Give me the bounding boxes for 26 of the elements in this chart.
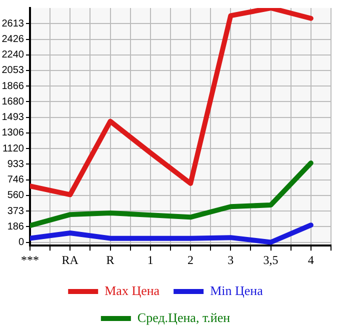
y-tick-label: 2613 (2, 18, 24, 30)
y-tick-label: 2426 (2, 34, 24, 46)
y-tick-label: 933 (7, 158, 24, 170)
x-tick-label: 1 (147, 252, 154, 267)
y-tick-label: 1680 (2, 96, 24, 108)
y-tick-label: 0 (18, 237, 24, 248)
y-tick-label: 1866 (2, 80, 24, 92)
y-tick-label: 186 (7, 221, 24, 232)
y-tick-label: 1493 (2, 112, 24, 124)
legend-label: Сред.Цена, т.йен (137, 310, 230, 325)
y-tick-label: 746 (7, 174, 24, 186)
legend-label: Min Цена (210, 282, 264, 298)
x-tick-label: 4 (308, 252, 314, 267)
y-tick-label: 1120 (2, 143, 24, 154)
x-tick-label: 3,5 (263, 252, 278, 267)
legend-label: Max Цена (104, 282, 160, 298)
x-tick-label: RA (62, 252, 79, 267)
y-tick-label: 373 (7, 206, 24, 217)
x-tick-label: 2 (188, 252, 194, 267)
y-tick-label: 2053 (2, 65, 24, 76)
x-tick-label: 3 (228, 252, 234, 267)
y-tick-label: 1306 (2, 128, 24, 139)
y-tick-label: 560 (7, 190, 24, 202)
x-tick-label: R (106, 252, 114, 267)
x-tick-label: *** (21, 252, 39, 267)
y-tick-label: 2240 (2, 50, 24, 61)
